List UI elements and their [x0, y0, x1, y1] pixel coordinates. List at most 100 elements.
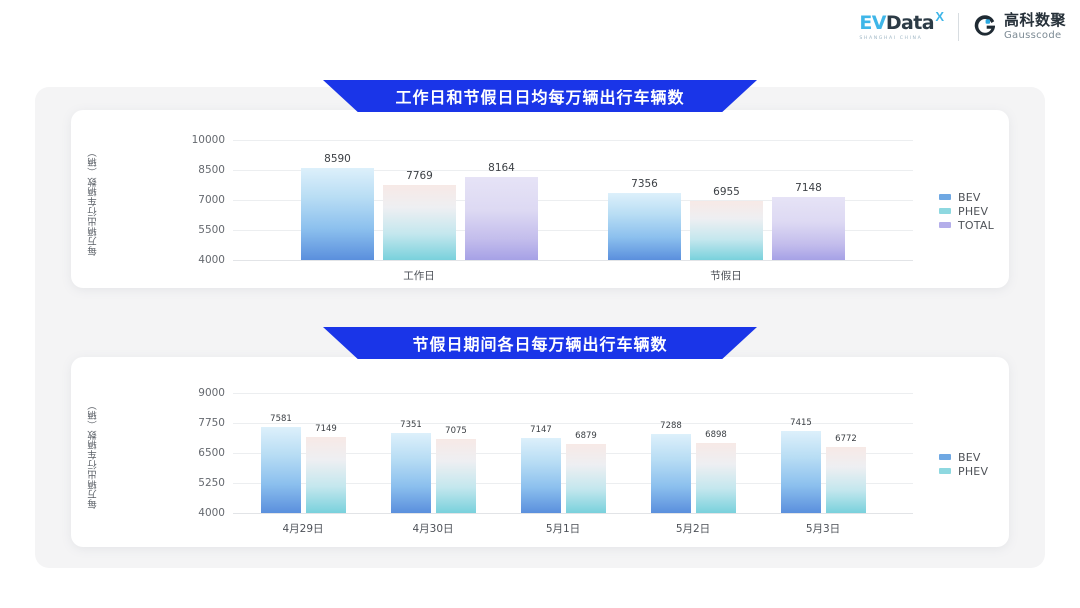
- chart-2-legend: BEV PHEV: [939, 450, 988, 478]
- chart-2-ytick: 7750: [198, 417, 225, 429]
- chart-2-bar-0501-phev[interactable]: 6879: [566, 431, 606, 513]
- chart-2-bar-value: 7149: [315, 424, 337, 435]
- chart-2-bar-0501-bev[interactable]: 7147: [521, 425, 561, 513]
- logo-group: EVData X SHANGHAI CHINA 高科数聚 Gausscode: [859, 10, 1066, 41]
- chart-card-weekday-holiday: 每万辆出行车辆数（辆） 10000 8500 7000 5500 4000: [71, 110, 1009, 288]
- chart-1-bar-value: 8590: [324, 153, 351, 166]
- legend-swatch-phev-icon: [939, 468, 951, 474]
- legend-item-phev[interactable]: PHEV: [939, 204, 994, 218]
- chart-2-xtick-0429: 4月29日: [282, 523, 324, 535]
- legend-label-total: TOTAL: [958, 218, 994, 232]
- chart-1-ytick: 5500: [198, 224, 225, 236]
- legend-swatch-bev-icon: [939, 454, 951, 460]
- chart-1-bar-value: 8164: [488, 161, 515, 174]
- chart-2-ytick: 6500: [198, 447, 225, 459]
- chart-1-bar-weekday-phev[interactable]: 7769: [383, 170, 456, 260]
- legend-swatch-bev-icon: [939, 194, 951, 200]
- chart-2-bar-value: 6879: [575, 430, 597, 441]
- chart-1-gridline: 10000: [192, 134, 913, 146]
- chart-2: 每万辆出行车辆数（辆） 9000 7750 6500 5250 4000: [71, 357, 1009, 547]
- chart-1-title: 工作日和节假日日均每万辆出行车辆数: [395, 88, 685, 107]
- chart-2-bar-value: 7581: [270, 414, 292, 424]
- chart-2-bar-value: 7075: [445, 426, 467, 437]
- evdata-wordmark: EVData: [859, 11, 935, 34]
- chart-1-bar-holiday-phev[interactable]: 6955: [690, 186, 763, 260]
- evdata-tagline: SHANGHAI CHINA: [859, 35, 923, 41]
- chart-1-xtick-holiday: 节假日: [710, 270, 742, 282]
- legend-swatch-phev-icon: [939, 208, 951, 214]
- chart-2-bar-0502-phev[interactable]: 6898: [696, 430, 736, 513]
- chart-1-plot-area: 10000 8500 7000 5500 4000 8590: [192, 134, 913, 282]
- chart-2-bar-0503-bev[interactable]: 7415: [781, 418, 821, 513]
- chart-1-bar-value: 7148: [795, 182, 822, 194]
- legend-item-bev[interactable]: BEV: [939, 450, 988, 464]
- chart-2-ytick: 5250: [198, 477, 225, 489]
- chart-1: 每万辆出行车辆数（辆） 10000 8500 7000 5500 4000: [71, 110, 1009, 288]
- legend-item-total[interactable]: TOTAL: [939, 218, 994, 232]
- evdata-ev-text: EV: [859, 11, 886, 34]
- chart-2-bar-value: 7415: [790, 418, 812, 428]
- legend-label-phev: PHEV: [958, 464, 989, 478]
- chart-1-bar-value: 6955: [713, 185, 740, 198]
- chart-2-ytick: 9000: [198, 387, 225, 399]
- chart-2-xtick-0430: 4月30日: [412, 523, 454, 535]
- chart-2-y-axis-title: 每万辆出行车辆数（辆）: [88, 400, 99, 509]
- chart-1-ytick: 7000: [198, 194, 225, 206]
- chart-1-legend: BEV PHEV TOTAL: [939, 190, 994, 232]
- chart-1-ytick: 4000: [198, 254, 225, 266]
- legend-item-phev[interactable]: PHEV: [939, 464, 988, 478]
- content-panel: 每万辆出行车辆数（辆） 10000 8500 7000 5500 4000: [35, 87, 1045, 568]
- chart-1-bar-holiday-total[interactable]: 7148: [772, 182, 845, 260]
- chart-1-bar-value: 7769: [406, 169, 433, 182]
- chart-2-bar-0429-bev[interactable]: 7581: [261, 414, 301, 513]
- chart-1-bar-weekday-bev[interactable]: 8590: [301, 153, 374, 260]
- chart-1-title-banner: 工作日和节假日日均每万辆出行车辆数: [323, 80, 757, 112]
- chart-1-bar-value: 7356: [631, 177, 658, 190]
- gausscode-text: 高科数聚 Gausscode: [1004, 13, 1066, 41]
- chart-2-ytick: 4000: [198, 507, 225, 519]
- chart-2-bar-0430-phev[interactable]: 7075: [436, 426, 476, 513]
- legend-item-bev[interactable]: BEV: [939, 190, 994, 204]
- gausscode-cn-name: 高科数聚: [1003, 11, 1066, 29]
- chart-2-xtick-0503: 5月3日: [805, 523, 841, 535]
- chart-1-gridline: 7000: [198, 194, 913, 206]
- chart-2-axis-line: 4000: [198, 507, 913, 519]
- chart-1-ytick: 10000: [191, 134, 225, 146]
- chart-2-xtick-0502: 5月2日: [675, 523, 711, 535]
- gausscode-mark-icon: [973, 15, 997, 39]
- chart-1-bar-holiday-bev[interactable]: 7356: [608, 178, 681, 260]
- evdata-logo: EVData X SHANGHAI CHINA: [859, 10, 944, 41]
- chart-2-bar-0502-bev[interactable]: 7288: [651, 421, 691, 513]
- chart-2-bar-0430-bev[interactable]: 7351: [391, 420, 431, 513]
- chart-card-holiday-daily: 每万辆出行车辆数（辆） 9000 7750 6500 5250 4000: [71, 357, 1009, 547]
- chart-1-gridline: 5500: [198, 224, 913, 236]
- legend-label-phev: PHEV: [958, 204, 989, 218]
- legend-label-bev: BEV: [958, 190, 981, 204]
- evdata-x-superscript: X: [935, 8, 944, 24]
- gausscode-logo: 高科数聚 Gausscode: [973, 13, 1066, 41]
- chart-2-bar-value: 6772: [835, 433, 857, 444]
- chart-1-gridline: 8500: [198, 164, 913, 176]
- chart-2-bar-value: 7147: [530, 424, 552, 435]
- chart-2-bar-0429-phev[interactable]: 7149: [306, 424, 346, 513]
- chart-1-axis-line: 4000: [198, 254, 913, 266]
- logo-divider: [957, 13, 959, 41]
- chart-2-gridline: 9000: [198, 387, 913, 399]
- chart-2-plot-area: 9000 7750 6500 5250 4000 7581: [198, 387, 913, 535]
- chart-2-bar-value: 7288: [660, 421, 682, 432]
- evdata-data-text: Data: [885, 11, 935, 34]
- chart-2-xtick-0501: 5月1日: [545, 523, 581, 535]
- chart-2-title: 节假日期间各日每万辆出行车辆数: [412, 335, 668, 354]
- chart-2-bar-value: 6898: [705, 430, 727, 441]
- chart-1-xtick-weekday: 工作日: [403, 270, 435, 282]
- page-header: EVData X SHANGHAI CHINA 高科数聚 Gausscode: [0, 0, 1080, 62]
- legend-swatch-total-icon: [939, 222, 951, 228]
- legend-label-bev: BEV: [958, 450, 981, 464]
- chart-2-gridline: 7750: [198, 417, 913, 429]
- gausscode-en-name: Gausscode: [1003, 30, 1062, 41]
- chart-2-bar-0503-phev[interactable]: 6772: [826, 434, 866, 513]
- chart-2-title-banner: 节假日期间各日每万辆出行车辆数: [323, 327, 757, 359]
- chart-1-bar-weekday-total[interactable]: 8164: [465, 162, 538, 260]
- chart-1-ytick: 8500: [198, 164, 225, 176]
- chart-2-bar-value: 7351: [400, 419, 422, 430]
